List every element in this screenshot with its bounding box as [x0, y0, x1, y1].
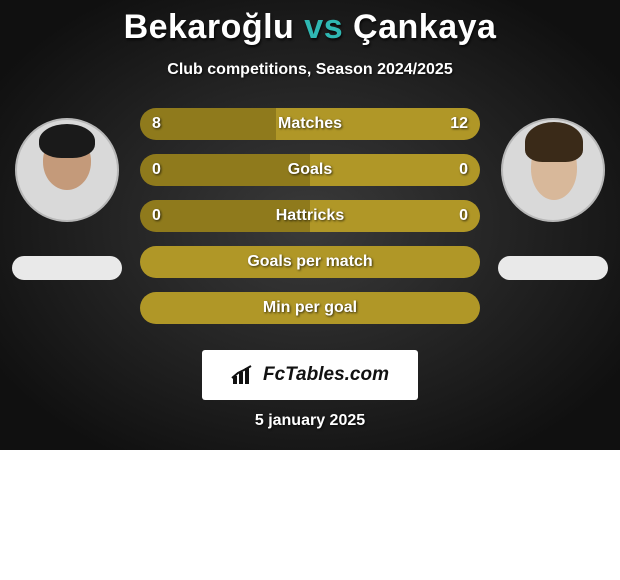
stat-bar: Min per goal: [140, 292, 480, 324]
comparison-card: Bekaroğlu vs Çankaya Club competitions, …: [0, 0, 620, 450]
player-right-col: [498, 108, 608, 280]
player-right-shadow: [498, 256, 608, 280]
player-right-avatar: [501, 118, 605, 222]
stat-label: Goals per match: [247, 253, 372, 271]
stat-right-value: 12: [450, 108, 468, 140]
stat-bar: 0 0 Goals: [140, 154, 480, 186]
stat-left-value: 8: [152, 108, 161, 140]
stat-left-value: 0: [152, 154, 161, 186]
stat-right-value: 0: [459, 200, 468, 232]
player-left-shadow: [12, 256, 122, 280]
stat-bar: 0 0 Hattricks: [140, 200, 480, 232]
page-title: Bekaroğlu vs Çankaya: [0, 0, 620, 47]
stat-label: Goals: [288, 161, 332, 179]
title-right: Çankaya: [343, 8, 496, 46]
stat-bar-left-seg: [140, 154, 310, 186]
fctables-logo: FcTables.com: [202, 350, 418, 400]
title-left: Bekaroğlu: [124, 8, 305, 46]
stat-label: Matches: [278, 115, 342, 133]
stat-right-value: 0: [459, 154, 468, 186]
stat-label: Hattricks: [276, 207, 344, 225]
comparison-body: 8 12 Matches 0 0 Goals 0 0 Hattricks Goals per ma…: [0, 108, 620, 324]
stat-label: Min per goal: [263, 299, 357, 317]
player-left-col: [12, 108, 122, 280]
stat-bars: 8 12 Matches 0 0 Goals 0 0 Hattricks Goals per ma…: [140, 108, 480, 324]
stat-left-value: 0: [152, 200, 161, 232]
logo-text: FcTables.com: [263, 364, 389, 386]
title-vs: vs: [304, 8, 343, 46]
subtitle: Club competitions, Season 2024/2025: [0, 61, 620, 79]
stat-bar: 8 12 Matches: [140, 108, 480, 140]
date-text: 5 january 2025: [0, 412, 620, 430]
stat-bar: Goals per match: [140, 246, 480, 278]
stat-bar-right-seg: [310, 154, 480, 186]
bar-chart-icon: [231, 364, 257, 386]
player-left-avatar: [15, 118, 119, 222]
